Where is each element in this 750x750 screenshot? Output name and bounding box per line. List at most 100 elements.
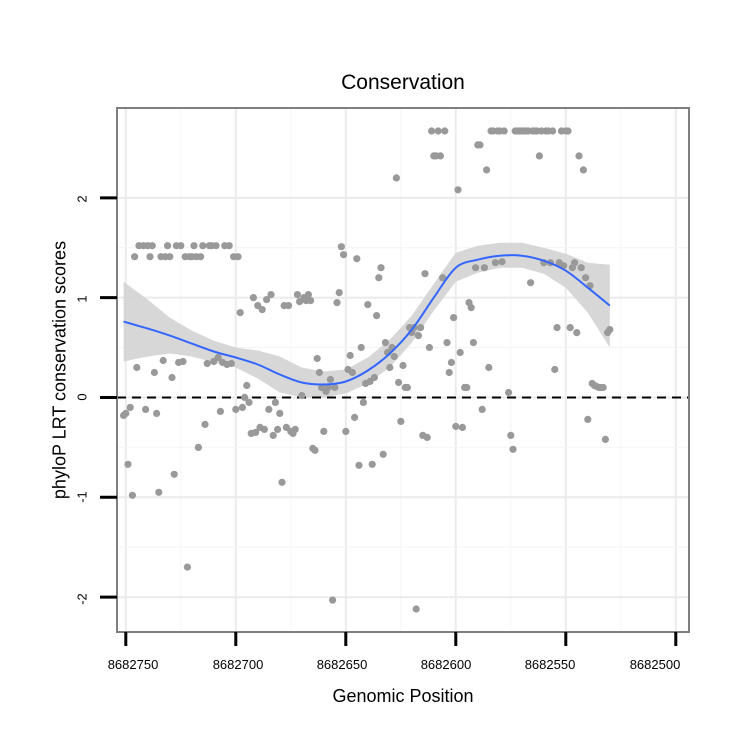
data-point [423,433,431,441]
data-point [131,253,139,261]
data-point [243,381,251,390]
data-point [507,431,515,439]
data-point [216,407,224,415]
data-point [236,309,244,317]
panel-border [116,107,690,633]
data-point [232,405,240,413]
data-point [265,405,273,413]
data-point [293,291,301,299]
data-point [214,353,222,362]
data-point [428,127,436,135]
data-point [258,306,266,314]
data-point [324,383,332,392]
data-point [395,378,403,387]
data-point [183,563,191,571]
data-point [148,242,156,250]
data-point [276,409,284,417]
data-point [355,461,363,469]
data-point [476,141,484,149]
data-point [379,450,387,458]
data-point [197,253,205,261]
data-point [377,264,385,272]
data-point [313,354,321,363]
data-point [467,304,475,312]
data-point [337,243,345,251]
data-point [599,383,607,392]
data-point [252,428,260,436]
data-point [364,301,372,309]
data-point [150,368,158,377]
confidence-band [123,242,610,398]
data-point [298,391,306,400]
data-point [485,363,493,372]
data-point [274,425,282,433]
data-point [346,351,354,360]
grid-lines [117,108,689,632]
y-tick-label: 0 [74,393,90,401]
y-tick-label: 1 [74,295,90,303]
data-point [480,264,488,272]
y-tick-label: -2 [74,593,90,605]
data-point [469,339,477,347]
data-point [397,417,405,425]
data-point [549,127,557,135]
data-point [227,359,235,368]
data-point [179,357,187,366]
data-point [269,431,277,439]
data-point [421,270,429,278]
data-point [329,596,337,604]
data-point [478,405,486,413]
data-point [155,488,163,496]
data-point [260,425,268,433]
data-point [553,324,561,332]
data-point [458,423,466,431]
data-point [584,415,592,423]
axis-ticks-layer [100,196,678,646]
data-point [241,393,249,401]
data-point [278,478,286,486]
x-tick-label: 8682750 [107,657,159,672]
data-point [291,425,299,433]
data-point [351,413,359,421]
data-point [335,289,343,297]
data-point [571,259,579,267]
data-point [450,314,458,322]
data-point [271,398,279,406]
data-point [353,255,361,263]
panel-frame-layer [116,107,690,633]
data-point [375,274,383,282]
data-point [333,299,341,307]
data-point [164,242,172,250]
data-point [159,356,167,365]
data-point [142,405,150,413]
x-axis-label: Genomic Position [332,686,474,706]
data-point [436,152,444,160]
data-point [403,383,411,392]
chart-title: Conservation [341,71,465,94]
data-point [381,339,389,347]
y-tick-label: 2 [74,195,90,203]
data-point [601,435,610,443]
data-point [417,324,425,332]
data-point [500,127,508,135]
data-point [331,383,339,392]
data-point [392,174,400,182]
data-point [566,324,574,332]
data-point [124,460,132,468]
data-point [439,274,447,282]
data-point [527,279,535,287]
data-point [390,352,398,361]
data-point [425,343,433,352]
data-point [472,264,480,272]
data-point [348,368,356,377]
data-point [190,242,198,250]
data-point [359,398,367,406]
data-point [456,348,464,357]
data-point [564,127,572,135]
data-point [263,296,271,304]
data-point [203,359,211,368]
data-point [373,312,381,320]
data-point [249,294,257,302]
data-point [505,388,513,397]
